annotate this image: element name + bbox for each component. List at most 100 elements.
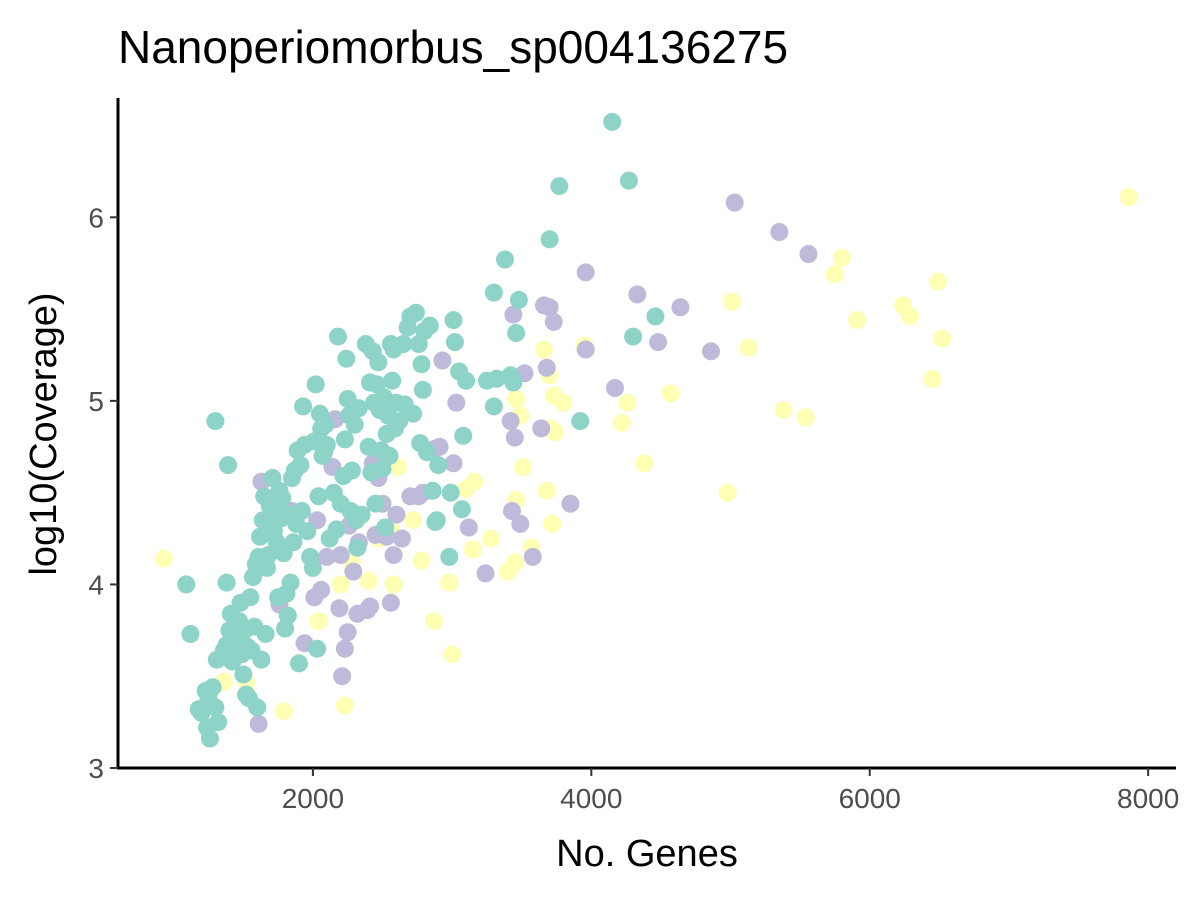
data-point — [429, 456, 448, 475]
data-point — [523, 547, 542, 566]
data-point — [535, 340, 553, 359]
data-point — [487, 369, 506, 388]
x-axis-ticks: 2000 4000 6000 8000 — [282, 768, 1179, 814]
data-point — [554, 393, 573, 412]
data-point — [618, 393, 637, 412]
data-point — [273, 489, 292, 508]
data-point — [384, 546, 403, 565]
data-point — [702, 342, 720, 361]
data-point — [278, 606, 297, 625]
data-point — [335, 430, 354, 449]
data-point — [331, 575, 350, 594]
data-point — [848, 311, 867, 330]
data-point — [234, 665, 253, 684]
data-point — [199, 685, 218, 704]
data-point — [796, 408, 815, 427]
data-point — [440, 573, 459, 592]
data-point — [206, 412, 225, 431]
data-point — [661, 384, 680, 403]
data-point — [459, 518, 478, 537]
data-point — [393, 529, 411, 548]
data-point — [1119, 188, 1138, 207]
data-point — [420, 316, 439, 335]
data-point — [348, 538, 367, 557]
data-point — [384, 575, 403, 594]
data-point — [177, 575, 196, 594]
data-point — [154, 549, 173, 568]
data-point — [309, 612, 328, 631]
data-point — [423, 481, 442, 500]
data-point — [294, 397, 313, 416]
data-point — [540, 298, 559, 317]
data-point — [359, 571, 378, 590]
data-point — [248, 698, 267, 717]
data-point — [344, 562, 363, 581]
data-point — [509, 290, 528, 309]
data-point — [331, 546, 350, 565]
data-point — [241, 588, 260, 607]
data-point — [251, 527, 269, 546]
data-point — [576, 340, 595, 359]
data-point — [484, 283, 503, 302]
data-point — [335, 639, 354, 658]
data-point — [412, 551, 431, 570]
data-point — [369, 353, 388, 372]
data-point — [628, 285, 647, 304]
data-point — [406, 303, 425, 322]
data-point — [482, 529, 501, 548]
data-point — [284, 533, 303, 552]
data-point — [799, 245, 818, 263]
x-tick-label: 6000 — [839, 783, 901, 814]
scatter-points — [154, 112, 1138, 748]
data-point — [739, 338, 758, 357]
data-point — [291, 456, 310, 475]
data-point — [281, 573, 300, 592]
data-point — [329, 327, 347, 346]
data-point — [540, 230, 559, 249]
data-point — [390, 412, 409, 431]
data-point — [484, 397, 503, 416]
data-point — [454, 426, 473, 445]
chart-title: Nanoperiomorbus_sp004136275 — [118, 21, 788, 73]
data-point — [774, 401, 793, 420]
y-tick-label: 6 — [88, 202, 104, 233]
data-point — [312, 580, 331, 599]
data-point — [317, 547, 336, 566]
data-point — [274, 702, 293, 721]
data-point — [444, 311, 463, 330]
data-point — [333, 667, 352, 686]
data-point — [361, 597, 379, 616]
data-point — [561, 494, 580, 513]
data-point — [537, 481, 556, 500]
data-point — [200, 729, 219, 748]
data-point — [514, 458, 533, 476]
data-point — [671, 298, 690, 317]
data-point — [387, 505, 406, 524]
x-tick-label: 2000 — [282, 783, 344, 814]
data-point — [571, 412, 590, 431]
data-point — [501, 412, 520, 431]
x-tick-label: 8000 — [1117, 783, 1179, 814]
data-point — [427, 511, 446, 530]
data-point — [507, 324, 526, 342]
data-point — [337, 349, 356, 368]
data-point — [335, 696, 354, 715]
data-point — [303, 558, 322, 577]
data-point — [394, 335, 413, 353]
data-point — [511, 514, 530, 533]
data-point — [505, 553, 524, 572]
data-point — [441, 483, 460, 502]
y-tick-label: 5 — [88, 386, 104, 417]
data-point — [404, 511, 423, 530]
y-axis-ticks: 3 4 5 6 — [88, 202, 118, 784]
data-point — [316, 415, 335, 434]
data-point — [412, 355, 431, 374]
data-point — [209, 713, 228, 732]
data-point — [532, 419, 551, 438]
data-point — [770, 223, 789, 241]
data-point — [327, 520, 346, 539]
data-point — [507, 390, 526, 408]
data-point — [249, 714, 268, 733]
data-point — [619, 171, 638, 190]
